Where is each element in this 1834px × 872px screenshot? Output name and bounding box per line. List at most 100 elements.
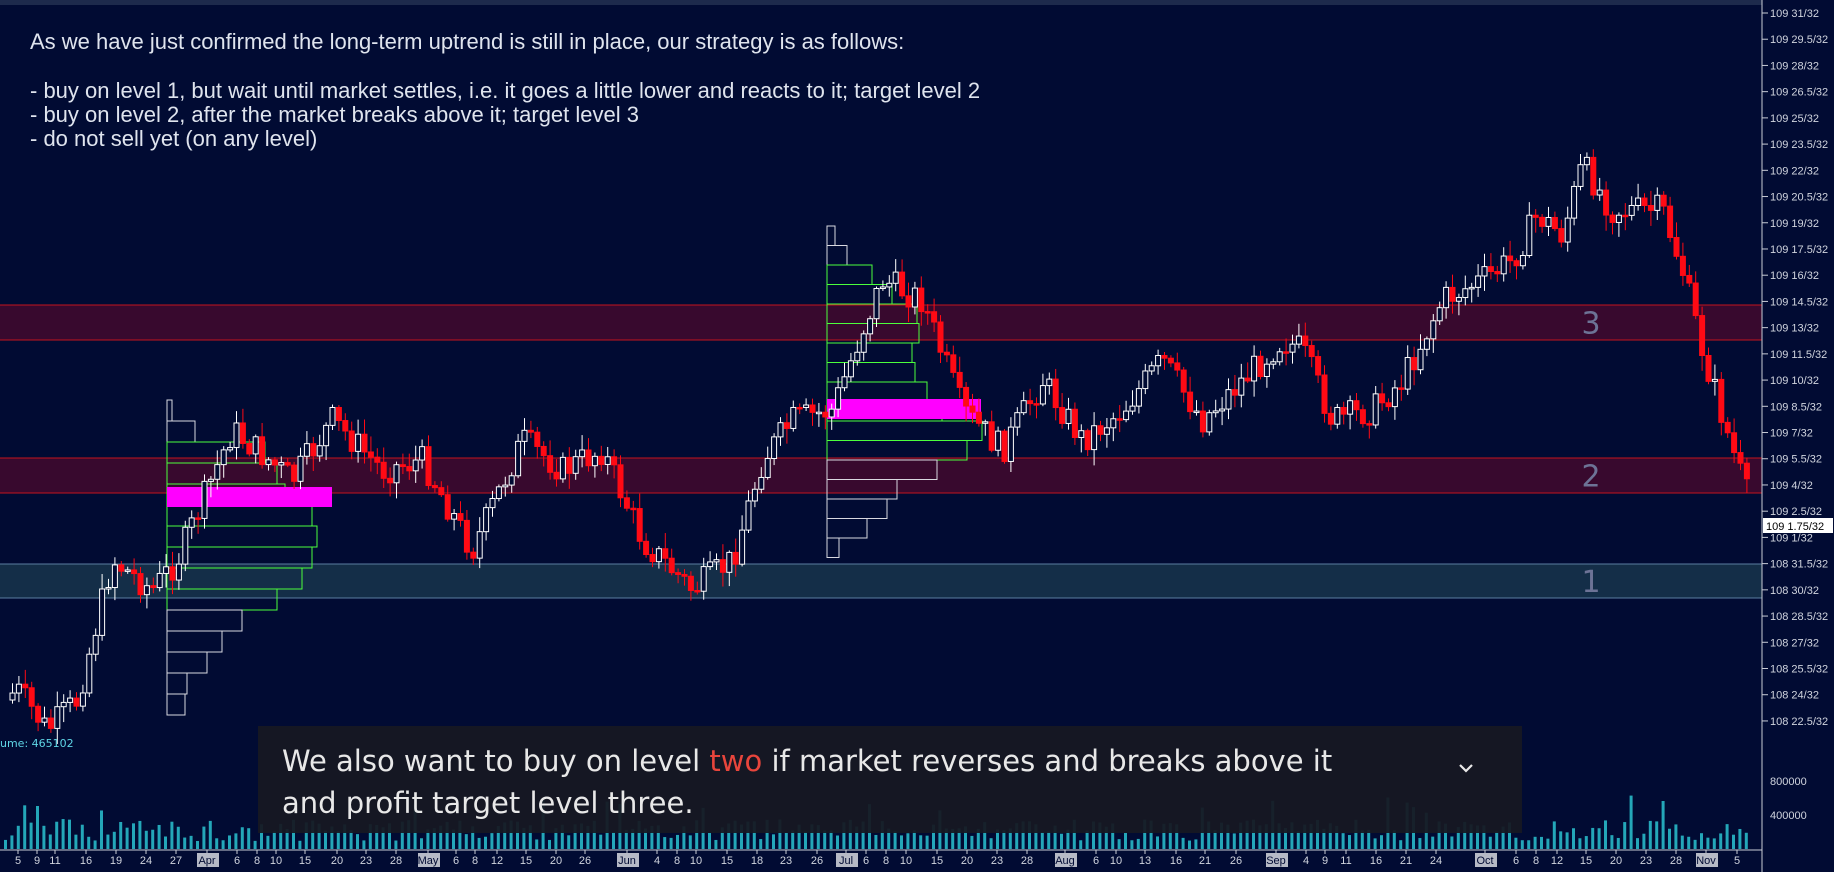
date-tick-label: 4 [1303,855,1309,867]
volume-bar [1053,825,1057,849]
candle [1635,197,1642,206]
strategy-note-item-3: - do not sell yet (on any level) [30,126,318,151]
candle [374,456,381,463]
date-tick-label: 21 [1400,855,1412,867]
candle [438,487,445,496]
candle [1110,418,1117,429]
candle [1436,307,1443,322]
candle [214,464,221,480]
candle [1270,361,1277,365]
candle [342,420,349,432]
date-tick-label: 28 [1021,855,1033,867]
candle [169,566,176,581]
volume-profile-row [826,518,868,539]
volume-bar [29,822,33,849]
volume-bar [784,832,788,849]
candle [1283,351,1290,354]
volume-bar [1706,837,1710,849]
volume-profile-row [826,537,840,558]
date-tick-label: Sep [1266,855,1286,867]
volume-profile-row [826,264,873,285]
candle [1148,365,1155,372]
candle [387,477,394,484]
volume-bar [164,836,167,849]
candle [495,486,502,500]
volume-bar [714,839,718,849]
volume-bar [1373,838,1377,849]
candle [1564,217,1571,243]
volume-bar [445,821,449,849]
volume-bar [1546,838,1550,849]
candle [873,288,880,320]
volume-bar [695,820,699,849]
candle [579,449,586,458]
chevron-down-icon[interactable] [1452,754,1480,782]
volume-bar [1380,835,1383,849]
candle [1238,377,1245,396]
candle [1078,430,1085,439]
candle [1391,387,1398,408]
candle [1743,462,1750,480]
volume-bar [432,828,436,849]
candle [828,408,835,418]
volume-bar [1040,832,1044,849]
candle [553,471,560,480]
volume-bar [74,834,78,849]
candle [355,433,362,452]
volume-bar [535,839,539,849]
volume-bar [669,837,673,849]
volume-bar [906,833,910,849]
candle [1641,197,1648,207]
volume-bar [87,836,91,849]
date-tick-label: 16 [80,855,92,867]
candle [1462,288,1469,299]
candle [297,455,304,482]
candle [1545,216,1552,227]
volume-bar [439,825,443,849]
candle [879,286,886,290]
volume-bar [1194,839,1198,849]
candle [406,466,413,472]
volume-bar [1284,827,1287,849]
volume-bar [1565,832,1569,849]
candle [687,575,694,591]
candle [1398,387,1405,390]
price-tick-label: 109 14.5/32 [1770,296,1828,308]
candle [540,445,547,457]
candle [22,683,29,689]
date-tick-label: 4 [654,855,660,867]
caption-overlay: We also want to buy on level two if mark… [258,726,1522,833]
candle [604,456,611,465]
volume-profile-row [826,420,983,441]
candle [1417,348,1424,371]
strategy-note-title: As we have just confirmed the long-term … [30,29,905,54]
candle [1731,432,1738,454]
candle [457,513,464,521]
caption-highlight: two [709,744,763,778]
candle [195,517,202,520]
volume-bar [650,825,654,849]
candle [796,406,803,410]
volume-bar [1028,821,1031,849]
volume-bar [388,823,391,849]
volume-bar [548,839,551,849]
volume-bar [1188,840,1191,849]
volume-bar [1303,824,1307,849]
candle [598,455,605,465]
candle [975,411,982,424]
volume-bar [957,828,961,849]
candle [1263,363,1270,378]
candle [412,459,419,472]
volume-bar [1085,830,1089,849]
candle [1059,407,1066,424]
volume-bar [1668,828,1671,849]
volume-bar [1629,795,1633,849]
candle [1551,216,1558,230]
volume-bar [1712,838,1716,849]
volume-bar [1655,821,1659,849]
level-zone-1 [0,564,1762,598]
candle [99,588,106,636]
volume-profile-row [826,245,848,266]
date-tick-label: 15 [520,855,532,867]
